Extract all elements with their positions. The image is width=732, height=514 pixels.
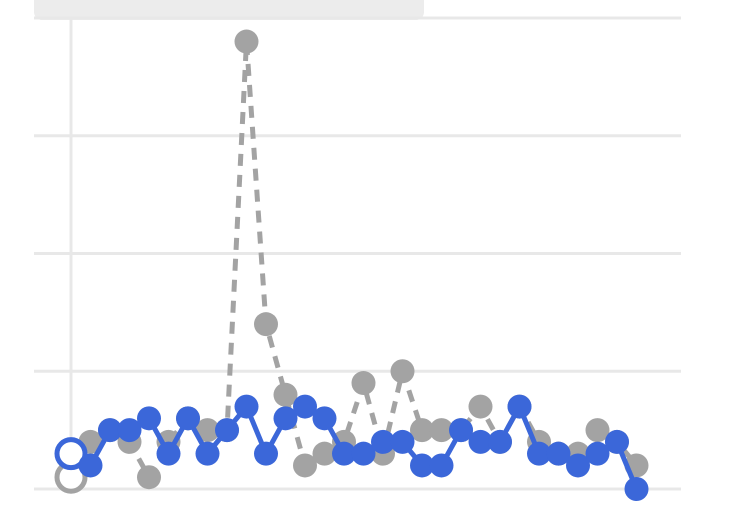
series-gray-point-9	[234, 29, 259, 54]
series-gray-point-12	[293, 453, 317, 478]
series-blue-point-16	[371, 429, 395, 454]
series-blue-point-19	[429, 453, 454, 478]
series-gray-point-21	[468, 394, 493, 419]
series-gray-point-7	[195, 418, 220, 443]
series-blue-point-0	[54, 437, 88, 471]
series-gray-point-19	[429, 418, 454, 443]
gridlines	[34, 16, 681, 491]
series-blue-point-1	[78, 453, 103, 478]
series-blue-point-20	[449, 418, 473, 443]
chart-header-bar	[34, 0, 424, 20]
series-blue-point-3	[117, 418, 142, 443]
series-gray-point-4	[137, 465, 161, 490]
series-blue-point-26	[566, 453, 590, 478]
series-blue-point-17	[390, 429, 415, 454]
series-blue-point-4	[137, 406, 161, 431]
series-blue-point-21	[468, 429, 493, 454]
series-blue-point-13	[312, 406, 337, 431]
series-blue-point-24	[527, 441, 551, 466]
series-blue-point-27	[585, 441, 610, 466]
series-blue	[54, 394, 649, 501]
series-gray-point-10	[254, 312, 278, 337]
series-blue-point-12	[293, 394, 317, 419]
series-blue-point-2	[98, 418, 122, 443]
series-gray-point-17	[390, 359, 415, 384]
series-gray-point-27	[585, 418, 610, 443]
series-blue-point-7	[195, 441, 220, 466]
series-blue-point-25	[546, 441, 571, 466]
series-layer	[54, 29, 649, 501]
series-gray-point-13	[312, 441, 337, 466]
series-blue-point-10	[254, 441, 278, 466]
series-blue-point-14	[332, 441, 356, 466]
series-blue-point-29	[624, 477, 649, 501]
series-blue-point-8	[215, 418, 239, 443]
series-blue-point-9	[234, 394, 259, 419]
series-blue-point-5	[156, 441, 181, 466]
series-gray-point-15	[351, 371, 376, 396]
series-gray-point-11	[273, 382, 298, 407]
series-blue-point-28	[605, 429, 629, 454]
series-gray-point-18	[410, 418, 434, 443]
series-blue-point-15	[351, 441, 376, 466]
series-blue-point-11	[273, 406, 298, 431]
series-blue-point-18	[410, 453, 434, 478]
series-blue-point-23	[507, 394, 532, 419]
series-blue-point-22	[488, 429, 512, 454]
series-blue-point-6	[176, 406, 200, 431]
